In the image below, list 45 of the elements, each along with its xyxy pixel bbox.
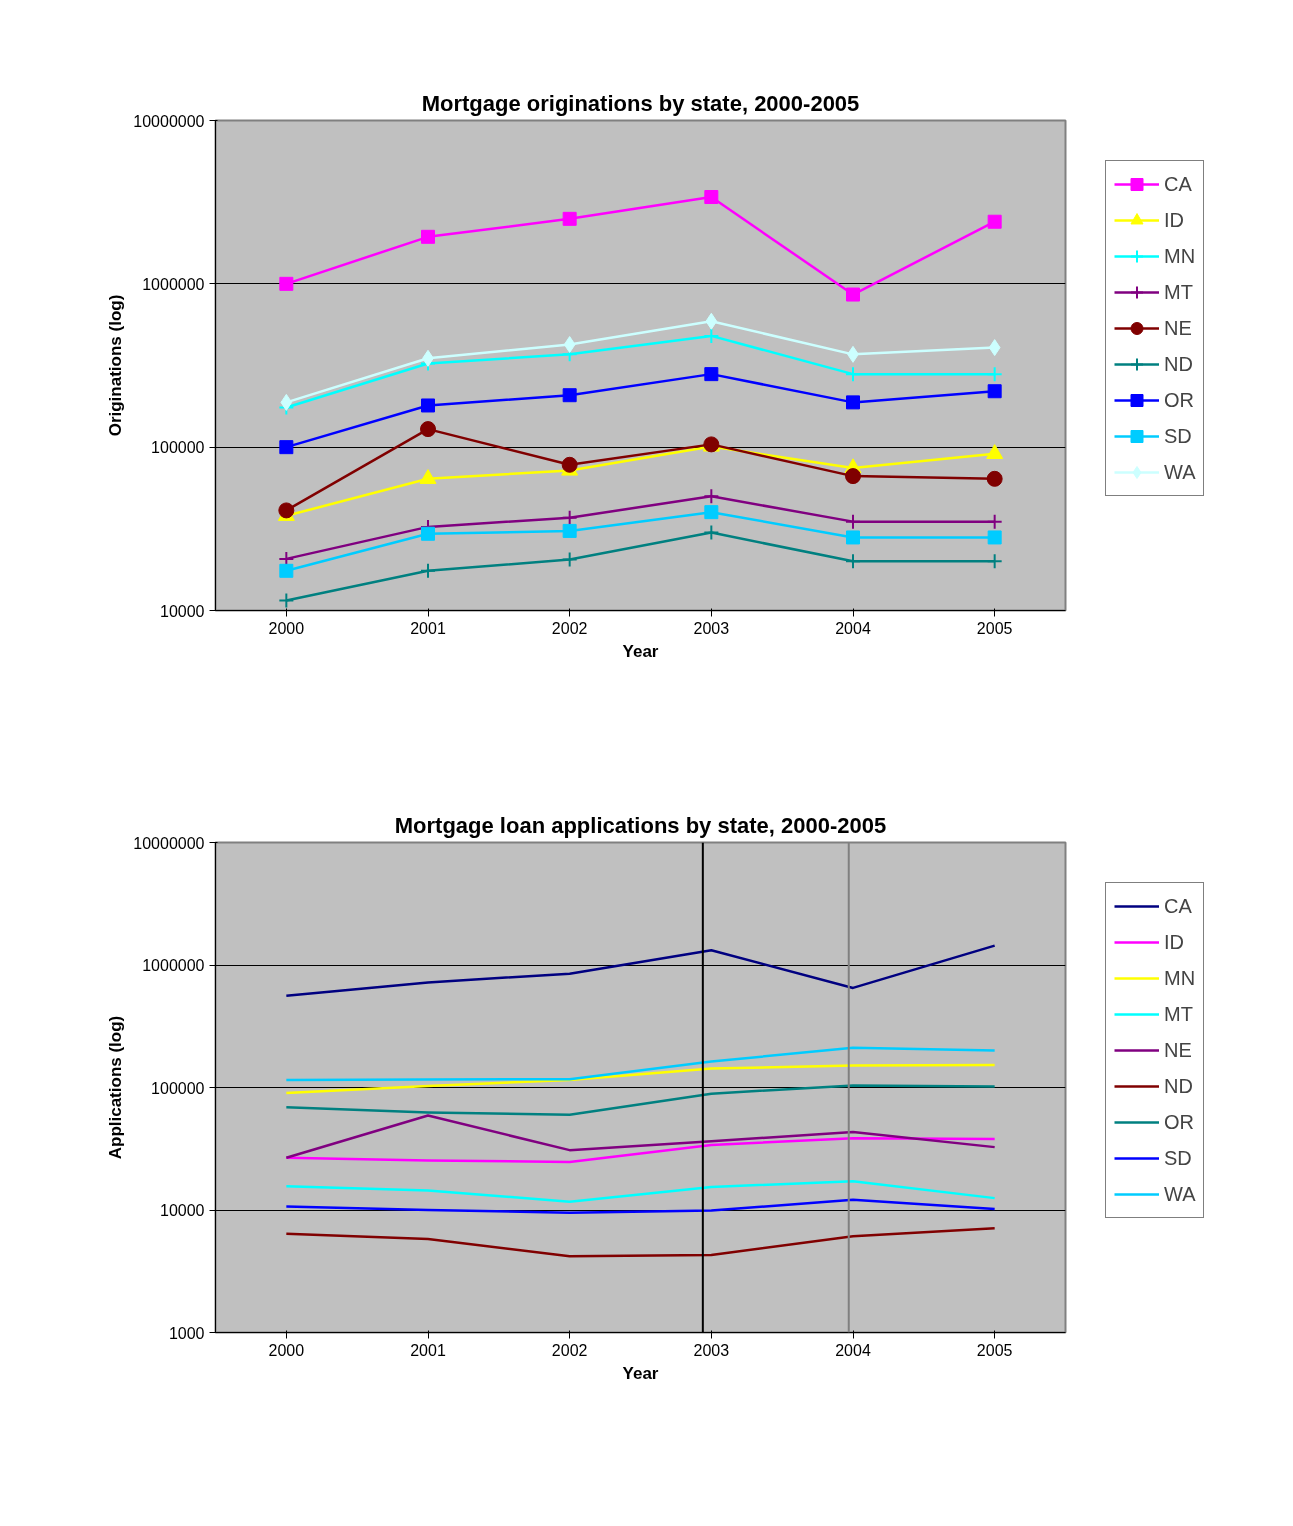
- x-tick-label: 2005: [976, 1341, 1013, 1359]
- legend-label: CA: [1164, 171, 1192, 197]
- x-tick-label: 2003: [693, 619, 730, 637]
- x-tick-label: 2000: [268, 1341, 305, 1359]
- legend-label: WA: [1164, 459, 1196, 485]
- legend-label: NE: [1164, 1037, 1192, 1063]
- y-tick-label: 100000: [151, 439, 205, 457]
- x-axis-title: Year: [622, 641, 659, 661]
- x-tick-label: 2002: [551, 619, 588, 637]
- y-tick-label: 100000: [151, 1079, 205, 1097]
- legend-label: ND: [1164, 351, 1193, 377]
- x-tick-label: 2001: [410, 619, 446, 637]
- legend-label: SD: [1164, 1145, 1192, 1171]
- x-tick-label: 2001: [410, 1341, 446, 1359]
- chart-title: Mortgage loan applications by state, 2000-2005: [394, 812, 887, 838]
- legend-label: MT: [1164, 279, 1193, 305]
- legend-label: ID: [1164, 929, 1184, 955]
- legend-label: MN: [1164, 965, 1196, 991]
- legend-label: NE: [1164, 315, 1192, 341]
- chart-title: Mortgage originations by state, 2000-2005: [421, 90, 860, 116]
- y-tick-label: 10000000: [133, 112, 205, 130]
- x-tick-label: 2004: [835, 619, 871, 637]
- legend-label: OR: [1164, 1109, 1194, 1135]
- x-tick-label: 2003: [693, 1341, 730, 1359]
- y-tick-label: 1000: [168, 1324, 205, 1342]
- legend-label: CA: [1164, 893, 1192, 919]
- legend-label: MN: [1164, 243, 1196, 269]
- y-axis-title: Applications (log): [106, 1015, 126, 1160]
- legend-label: WA: [1164, 1181, 1196, 1207]
- legend-label: SD: [1164, 423, 1192, 449]
- y-axis-title: Originations (log): [106, 294, 126, 437]
- y-tick-label: 1000000: [142, 275, 205, 293]
- legend-label: ID: [1164, 207, 1184, 233]
- legend-label: ND: [1164, 1073, 1193, 1099]
- x-tick-label: 2005: [976, 619, 1013, 637]
- y-tick-label: 1000000: [142, 957, 205, 974]
- x-tick-label: 2004: [835, 1341, 871, 1359]
- y-tick-label: 10000: [160, 1202, 205, 1219]
- legend-label: OR: [1164, 387, 1194, 413]
- x-axis-title: Year: [622, 1363, 659, 1383]
- x-tick-label: 2002: [551, 1341, 588, 1359]
- y-tick-label: 10000: [160, 602, 205, 620]
- y-tick-label: 10000000: [133, 834, 205, 852]
- x-tick-label: 2000: [268, 619, 305, 637]
- legend-label: MT: [1164, 1001, 1193, 1027]
